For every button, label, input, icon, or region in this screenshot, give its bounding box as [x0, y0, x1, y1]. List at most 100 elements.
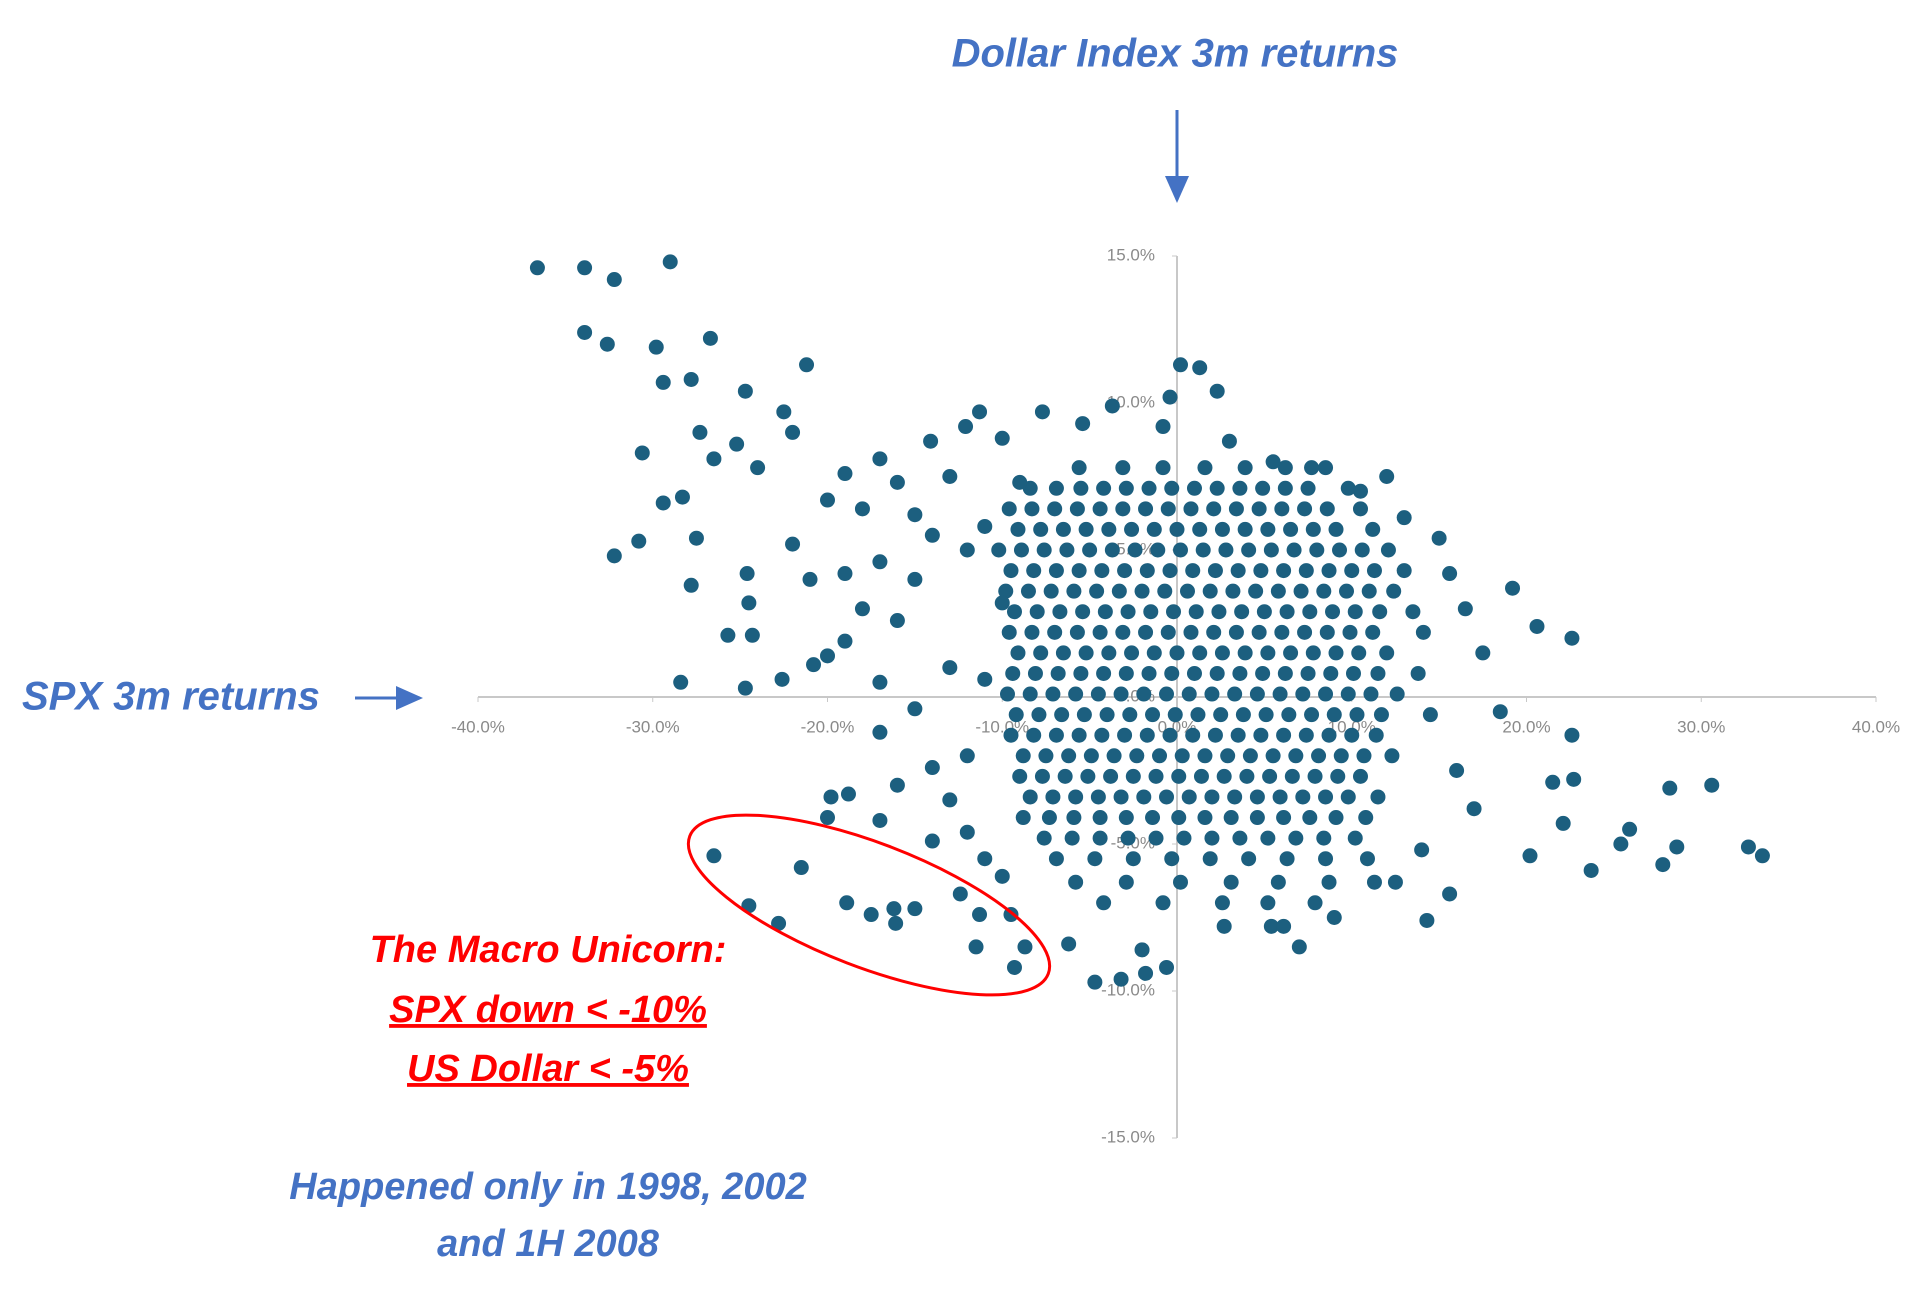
- point: [872, 674, 888, 690]
- point: [977, 671, 993, 687]
- point: [1087, 974, 1103, 990]
- point: [1414, 842, 1430, 858]
- point: [1366, 874, 1382, 890]
- point: [1027, 665, 1043, 681]
- point: [1457, 601, 1473, 617]
- point: [1218, 542, 1234, 558]
- point: [1118, 874, 1134, 890]
- point: [1209, 480, 1225, 496]
- point: [1099, 707, 1115, 723]
- point: [1048, 480, 1064, 496]
- point: [1225, 583, 1241, 599]
- point: [1277, 460, 1293, 476]
- point: [1305, 645, 1321, 661]
- highlight-ellipse: [686, 813, 1052, 997]
- point: [1669, 839, 1685, 855]
- point: [737, 383, 753, 399]
- point: [1176, 830, 1192, 846]
- point: [1078, 521, 1094, 537]
- point: [1078, 645, 1094, 661]
- point: [1529, 618, 1545, 634]
- point: [1139, 563, 1155, 579]
- point: [968, 939, 984, 955]
- point: [1384, 748, 1400, 764]
- point: [1193, 768, 1209, 784]
- point: [1228, 624, 1244, 640]
- point: [1232, 665, 1248, 681]
- point: [1104, 398, 1120, 414]
- annotation: The Macro Unicorn:: [370, 929, 727, 971]
- point: [952, 886, 968, 902]
- annotation: US Dollar < -5%: [407, 1048, 689, 1090]
- point: [1372, 604, 1388, 620]
- point: [1316, 583, 1332, 599]
- point: [1181, 686, 1197, 702]
- point: [1216, 918, 1232, 934]
- point: [744, 627, 760, 643]
- point: [1146, 645, 1162, 661]
- point: [1220, 748, 1236, 764]
- point: [1138, 501, 1154, 517]
- point: [1179, 583, 1195, 599]
- point: [1073, 480, 1089, 496]
- point: [1186, 480, 1202, 496]
- point: [1396, 563, 1412, 579]
- point: [1332, 542, 1348, 558]
- point: [1442, 566, 1458, 582]
- point: [1318, 460, 1334, 476]
- annotation: SPX down < -10%: [389, 989, 707, 1031]
- point: [1204, 789, 1220, 805]
- point: [806, 657, 822, 673]
- point: [820, 648, 835, 664]
- point: [1092, 830, 1108, 846]
- note: and 1H 2008: [437, 1223, 660, 1265]
- y-tick-label: -10.0%: [1101, 980, 1155, 999]
- point: [1277, 665, 1293, 681]
- point: [1197, 460, 1213, 476]
- point: [1255, 665, 1271, 681]
- point: [1241, 542, 1257, 558]
- point: [1183, 501, 1199, 517]
- point: [1017, 939, 1033, 955]
- point: [837, 633, 853, 649]
- point: [1125, 768, 1141, 784]
- point: [1185, 563, 1201, 579]
- point: [1057, 768, 1073, 784]
- point: [1263, 542, 1279, 558]
- point: [1076, 707, 1092, 723]
- point: [1492, 704, 1508, 720]
- point: [1318, 851, 1334, 867]
- point: [1291, 939, 1307, 955]
- point: [634, 445, 650, 461]
- point: [1300, 480, 1316, 496]
- point: [1207, 727, 1223, 743]
- point: [977, 518, 993, 534]
- point: [1164, 480, 1180, 496]
- point: [1249, 810, 1265, 826]
- point: [1010, 645, 1026, 661]
- point: [1321, 874, 1337, 890]
- point: [737, 680, 753, 696]
- x-axis-title: SPX 3m returns: [22, 675, 320, 719]
- point: [1260, 645, 1276, 661]
- point: [1239, 768, 1255, 784]
- point: [1055, 645, 1071, 661]
- point: [1704, 777, 1720, 793]
- point: [889, 474, 905, 490]
- point: [1129, 748, 1145, 764]
- point: [1092, 810, 1108, 826]
- point: [1106, 748, 1122, 764]
- point: [1270, 874, 1286, 890]
- point: [1010, 521, 1026, 537]
- point: [1134, 583, 1150, 599]
- point: [1047, 501, 1063, 517]
- point: [1566, 771, 1582, 787]
- point: [889, 777, 905, 793]
- point: [837, 566, 853, 582]
- point: [840, 786, 856, 802]
- point: [839, 895, 855, 911]
- point: [1048, 851, 1064, 867]
- point: [1564, 630, 1580, 646]
- point: [1249, 789, 1265, 805]
